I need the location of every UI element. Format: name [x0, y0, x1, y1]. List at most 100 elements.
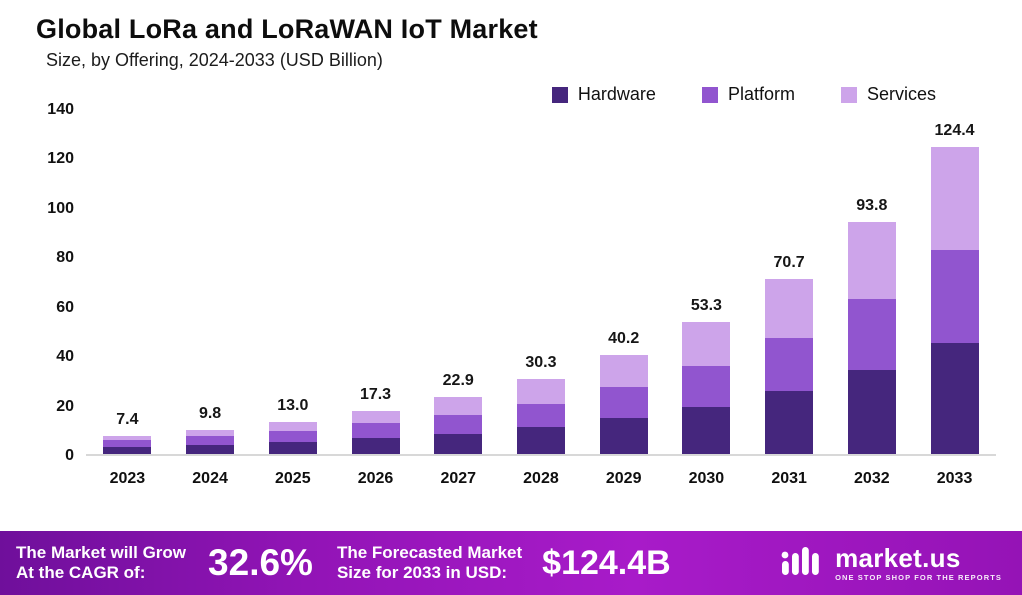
- y-tick-label: 80: [56, 249, 74, 267]
- brand-block: market.us One Stop Shop for the Reports: [779, 543, 1002, 584]
- bar-column-2028: 30.3 2028: [516, 354, 566, 487]
- bar-segment-platform: [434, 414, 483, 434]
- x-tick-label: 2025: [275, 470, 311, 487]
- bar-segment-hardware: [186, 445, 235, 454]
- forecast-value: $124.4B: [542, 543, 671, 582]
- brand-name: market.us: [835, 542, 961, 573]
- bar-column-2032: 93.8 2032: [847, 197, 897, 487]
- legend-label: Services: [866, 84, 936, 104]
- plot-area: 7.4 2023 9.8 2024 13.0 2025 17.3 2026 22.9 2027 30…: [86, 110, 996, 487]
- bar-column-2025: 13.0 2025: [268, 396, 318, 487]
- bar-segment-services: [599, 354, 648, 388]
- bar-column-2030: 53.3 2030: [681, 297, 731, 487]
- bar-segment-services: [765, 279, 814, 338]
- bar-segment-platform: [516, 403, 565, 427]
- bar-total-label: 53.3: [690, 297, 722, 315]
- legend-label: Platform: [727, 84, 795, 104]
- bar-total-label: 22.9: [442, 372, 474, 390]
- bar-stack: [268, 421, 317, 454]
- bar-segment-hardware: [434, 433, 483, 454]
- bar-segment-hardware: [351, 438, 400, 454]
- legend-item-hardware: Hardware: [551, 84, 656, 105]
- bar-segment-hardware: [682, 407, 731, 454]
- bar-stack: [682, 322, 731, 454]
- bar-segment-hardware: [765, 390, 814, 454]
- x-tick-label: 2026: [357, 470, 394, 487]
- bar-stack: [186, 429, 235, 454]
- bar-total-label: 40.2: [608, 329, 640, 347]
- y-tick-label: 40: [56, 348, 74, 366]
- forecast-label: The Forecasted Market Size for 2033 in U…: [337, 543, 522, 584]
- bar-segment-services: [268, 421, 317, 431]
- bar-segment-hardware: [930, 342, 979, 454]
- brand-tagline: One Stop Shop for the Reports: [835, 572, 1002, 582]
- x-tick-label: 2031: [771, 470, 807, 487]
- bar-segment-services: [103, 435, 152, 441]
- y-axis: 0 20 40 60 80 100 120 140: [30, 101, 74, 464]
- brand-text: market.us One Stop Shop for the Reports: [835, 545, 1002, 582]
- bar-segment-services: [930, 146, 979, 250]
- bar-total-label: 7.4: [116, 410, 139, 428]
- bar-segment-hardware: [847, 369, 896, 454]
- y-tick-label: 140: [47, 101, 74, 118]
- legend-swatch-icon: [701, 86, 718, 103]
- cagr-label: The Market will Grow At the CAGR of:: [16, 543, 186, 584]
- bar-column-2029: 40.2 2029: [599, 329, 649, 487]
- bar-stack: [434, 397, 483, 454]
- x-tick-label: 2023: [109, 470, 146, 487]
- bar-total-label: 70.7: [773, 254, 805, 272]
- x-tick-label: 2032: [854, 470, 890, 487]
- bar-segment-platform: [930, 249, 979, 343]
- legend-label: Hardware: [577, 84, 656, 104]
- bar-total-label: 93.8: [856, 197, 888, 215]
- x-tick-label: 2028: [523, 470, 559, 487]
- x-tick-label: 2027: [440, 470, 477, 487]
- cagr-value: 32.6%: [208, 542, 313, 583]
- bar-column-2027: 22.9 2027: [433, 372, 483, 487]
- y-tick-label: 0: [65, 447, 74, 464]
- bar-segment-services: [434, 397, 483, 415]
- bar-segment-platform: [186, 436, 235, 446]
- bar-total-label: 124.4: [934, 121, 975, 139]
- x-tick-label: 2033: [936, 470, 973, 487]
- chart-body: 0 20 40 60 80 100 120 140 7.4 2023 9.8 2024 13.0 202…: [30, 101, 996, 487]
- bar-segment-platform: [599, 387, 648, 418]
- bar-segment-services: [516, 379, 565, 404]
- bar-segment-services: [351, 411, 400, 424]
- bar-column-2026: 17.3 2026: [351, 386, 401, 487]
- bar-segment-services: [186, 429, 235, 437]
- bar-stack: [847, 222, 896, 454]
- cagr-label-line1: The Market will Grow: [16, 542, 187, 562]
- bar-stack: [599, 354, 648, 454]
- bar-column-2031: 70.7 2031: [764, 254, 814, 487]
- bar-segment-platform: [765, 337, 814, 391]
- bar-segment-hardware: [268, 442, 317, 454]
- legend-item-services: Services: [840, 84, 936, 105]
- y-tick-label: 120: [47, 150, 74, 168]
- marketus-logo-icon: [779, 543, 825, 584]
- bar-column-2033: 124.4 2033: [930, 121, 980, 487]
- bar-column-2023: 7.4 2023: [102, 410, 152, 487]
- cagr-label-line2: At the CAGR of:: [16, 563, 146, 582]
- bar-segment-platform: [351, 423, 400, 439]
- legend: Hardware Platform Services: [551, 84, 936, 105]
- legend-swatch-icon: [551, 86, 568, 103]
- bar-segment-services: [682, 322, 731, 367]
- bar-segment-platform: [682, 366, 731, 408]
- y-tick-label: 20: [56, 397, 74, 415]
- y-tick-label: 60: [56, 298, 74, 316]
- page-subtitle: Size, by Offering, 2024-2033 (USD Billio…: [46, 50, 383, 70]
- bar-stack: [930, 146, 979, 454]
- bar-stack: [765, 279, 814, 454]
- bar-total-label: 30.3: [525, 354, 557, 372]
- bar-total-label: 13.0: [277, 396, 309, 414]
- bar-total-label: 17.3: [359, 386, 392, 404]
- bar-column-2024: 9.8 2024: [185, 405, 235, 487]
- forecast-label-line2: Size for 2033 in USD:: [336, 563, 508, 582]
- bottom-banner: The Market will Grow At the CAGR of: 32.…: [0, 531, 1022, 595]
- page-title: Global LoRa and LoRaWAN IoT Market: [36, 14, 538, 44]
- bar-segment-hardware: [599, 417, 648, 454]
- bar-segment-platform: [847, 299, 896, 370]
- legend-item-platform: Platform: [701, 84, 795, 105]
